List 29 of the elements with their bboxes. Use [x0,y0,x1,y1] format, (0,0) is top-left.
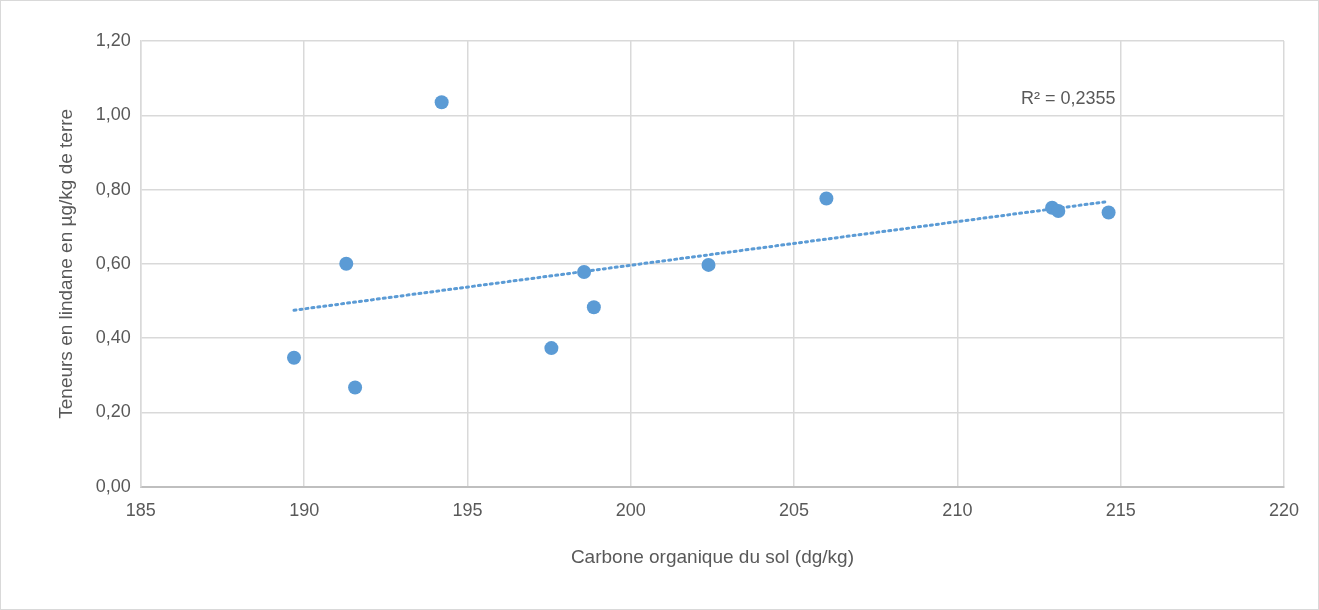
y-axis-title: Teneurs en lindane en µg/kg de terre [54,108,76,419]
y-tick-label: 0,20 [95,401,131,422]
x-tick-label: 205 [779,500,810,521]
y-tick-label: 1,20 [95,29,131,50]
x-tick-label: 220 [1268,500,1300,521]
point [586,300,601,315]
point [339,256,354,271]
point [434,95,449,110]
y-tick-label: 0,60 [95,252,131,273]
x-tick-label: 200 [615,500,646,521]
y-tick-label: 0,40 [95,327,131,348]
point [701,257,716,272]
point [287,350,302,365]
annotation: R² = 0,2355 [1021,87,1116,108]
y-tick-label: 0,80 [95,178,131,199]
y-tick-label: 0,00 [95,475,131,496]
point [348,380,363,395]
x-tick-label: 195 [452,500,483,521]
x-tick-label: 210 [942,500,973,521]
x-tick-label: 215 [1105,500,1136,521]
point [577,264,592,279]
point [544,341,559,356]
x-tick-label: 190 [289,500,320,521]
point [1051,204,1066,219]
x-tick-label: 185 [125,500,156,521]
point [819,191,834,206]
point [1101,205,1116,220]
y-tick-label: 1,00 [95,104,131,125]
x-axis-title: Carbone organique du sol (dg/kg) [570,545,854,567]
